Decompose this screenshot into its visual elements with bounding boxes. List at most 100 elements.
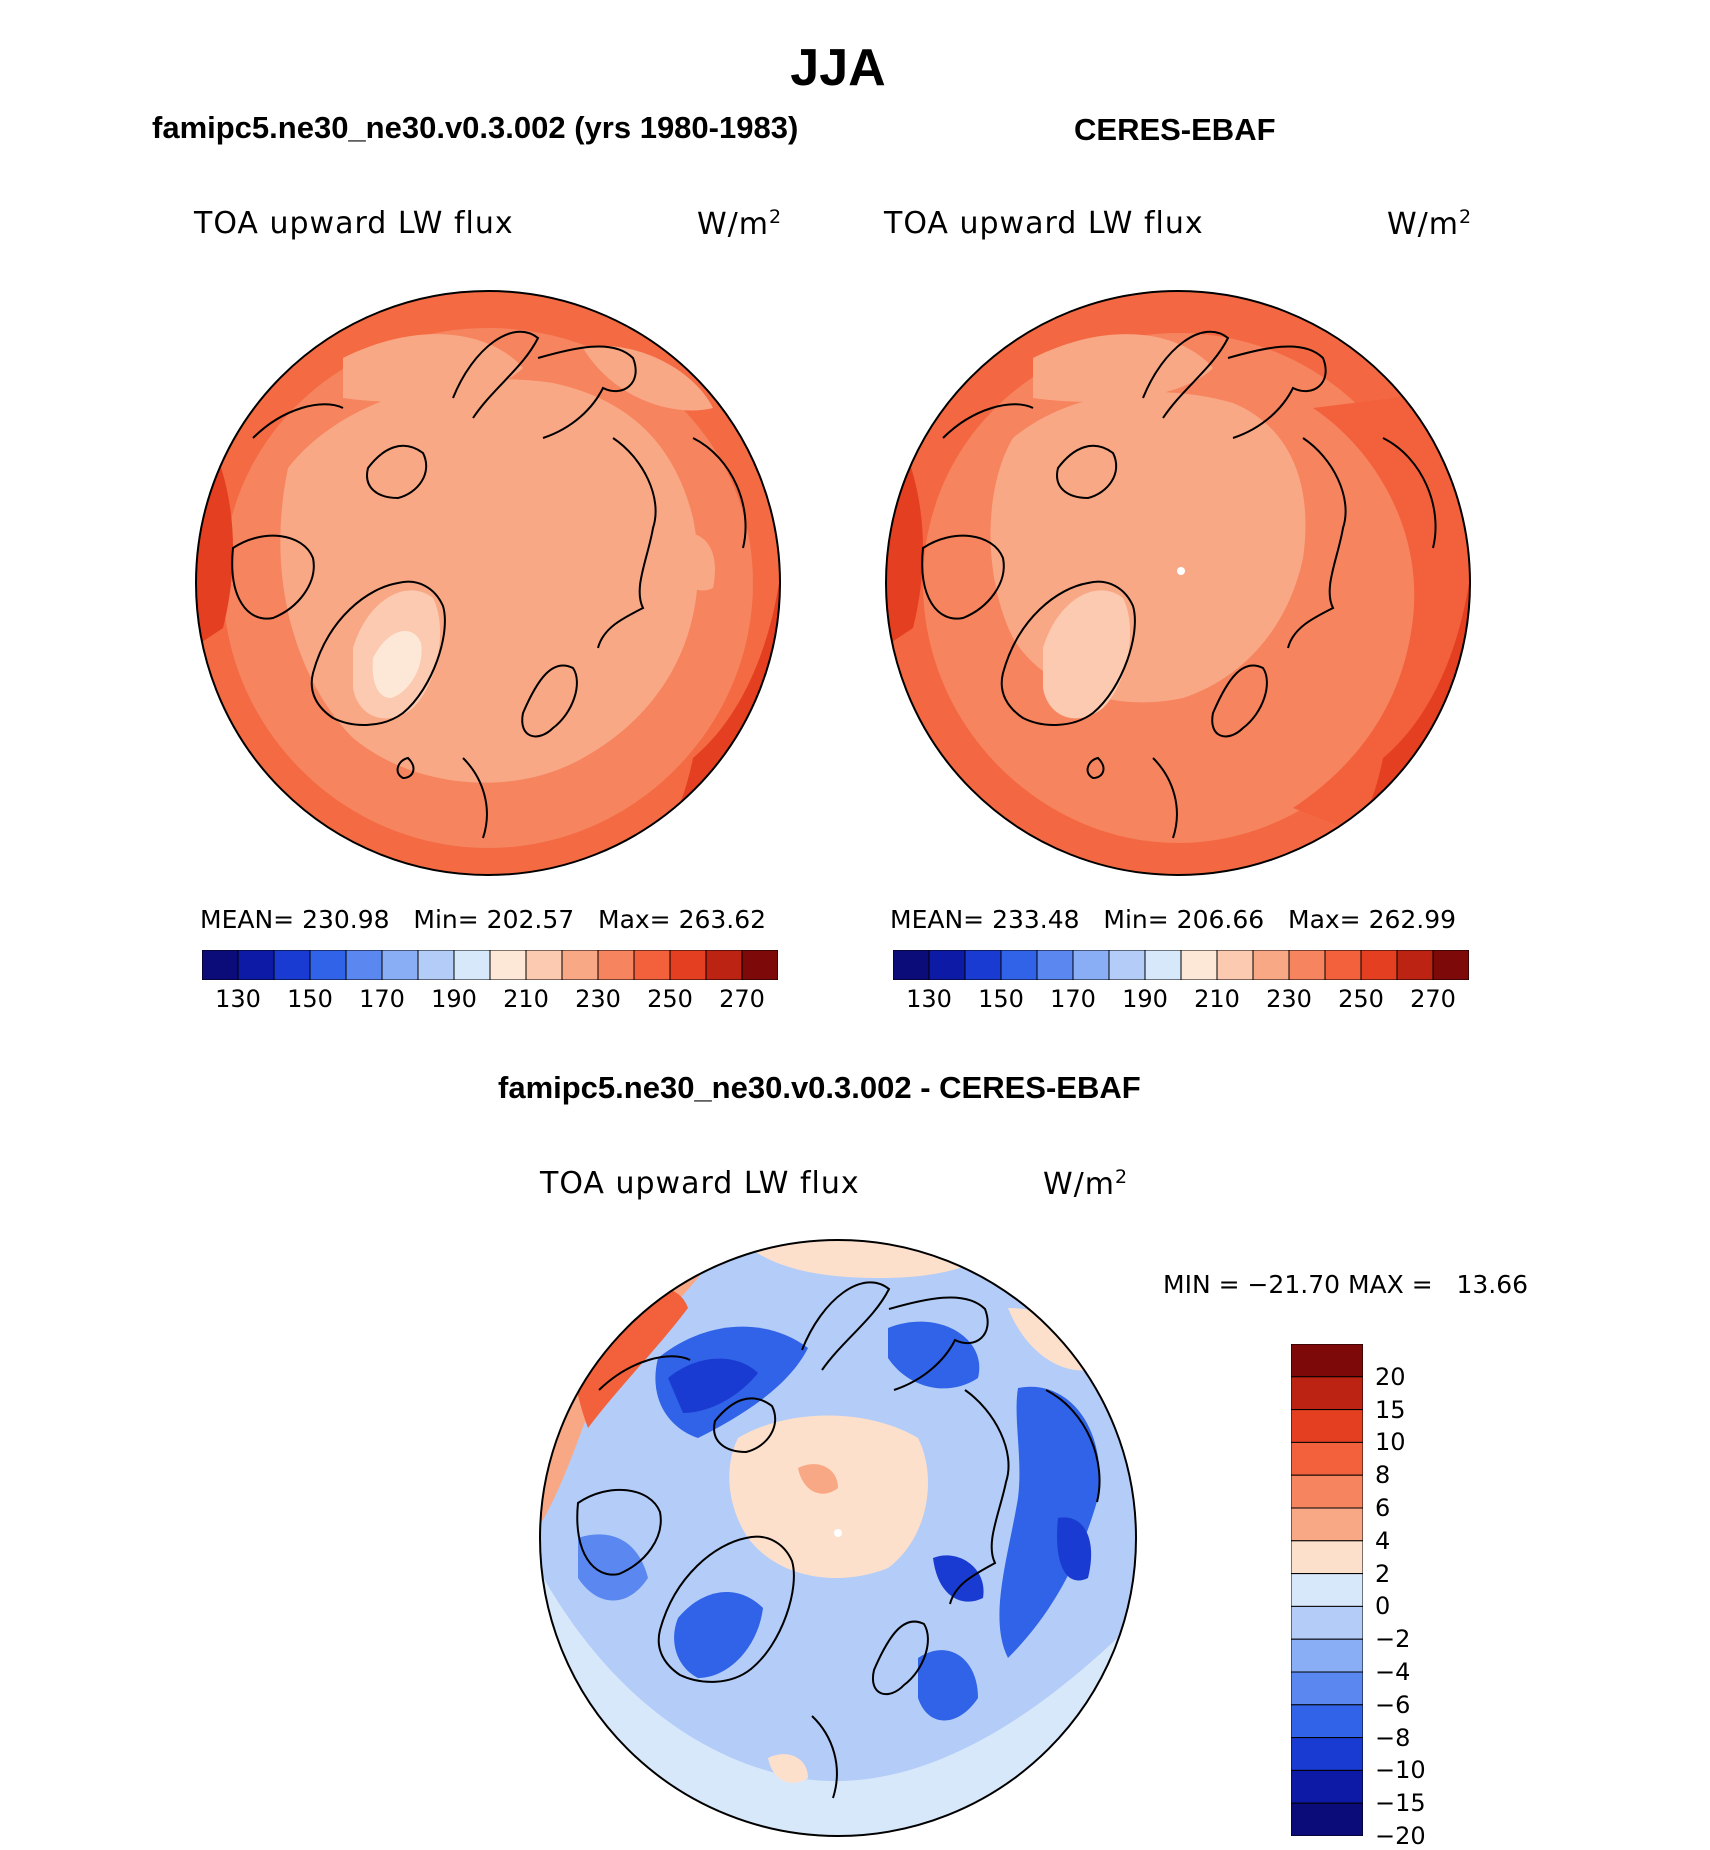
colorbar-segment — [1360, 950, 1398, 980]
colorbar-segment — [525, 950, 563, 980]
colorbar-segment — [1291, 1344, 1363, 1378]
polar-map-model — [195, 290, 781, 876]
colorbar-segment — [453, 950, 491, 980]
colorbar-tick-label: −4 — [1375, 1658, 1411, 1686]
colorbar-segment — [964, 950, 1002, 980]
colorbar-tick-label: 170 — [359, 985, 405, 1013]
colorbar-tick-label: 4 — [1375, 1526, 1391, 1555]
colorbar-segment — [1291, 1441, 1363, 1476]
colorbar-diff — [1291, 1344, 1363, 1836]
colorbar-tick-label: 20 — [1375, 1362, 1406, 1391]
colorbar-tick-label: −10 — [1375, 1756, 1426, 1785]
panel-obs-units: W/m2 — [1387, 206, 1473, 242]
colorbar-tick-label: −8 — [1375, 1723, 1411, 1752]
colorbar-segment — [1396, 950, 1434, 980]
panel-title-diff: famipc5.ne30_ne30.v0.3.002 - CERES-EBAF — [498, 1070, 1141, 1105]
polar-map-obs — [885, 290, 1471, 876]
colorbar-segment — [1108, 950, 1146, 980]
colorbar-segment — [1291, 1704, 1363, 1739]
colorbar-segment — [1036, 950, 1074, 980]
colorbar-segment — [1324, 950, 1362, 980]
panel-model-variable-label: TOA upward LW flux — [194, 206, 514, 241]
colorbar-segment — [417, 950, 455, 980]
colorbar-model — [202, 950, 778, 980]
colorbar-segment — [1291, 1638, 1363, 1673]
colorbar-obs-ticks: 130 150 170 190 210 230 250 270 — [893, 985, 1469, 1017]
colorbar-segment — [1291, 1573, 1363, 1607]
colorbar-tick-label: 250 — [647, 985, 693, 1013]
colorbar-segment — [1432, 950, 1469, 980]
colorbar-tick-label: −15 — [1375, 1789, 1426, 1818]
colorbar-segment — [561, 950, 599, 980]
colorbar-segment — [669, 950, 707, 980]
panel-model-stats: MEAN= 230.98 Min= 202.57 Max= 263.62 — [200, 905, 767, 934]
colorbar-segment — [309, 950, 347, 980]
colorbar-tick-label: 150 — [978, 985, 1024, 1013]
colorbar-tick-label: 170 — [1050, 985, 1096, 1013]
panel-obs-stats: MEAN= 233.48 Min= 206.66 Max= 262.99 — [890, 905, 1457, 934]
colorbar-segment — [1252, 950, 1290, 980]
colorbar-tick-label: 270 — [719, 985, 765, 1013]
colorbar-tick-label: 190 — [431, 985, 477, 1013]
colorbar-tick-label: −6 — [1375, 1690, 1411, 1719]
colorbar-tick-label: 150 — [287, 985, 333, 1013]
colorbar-tick-label: 0 — [1375, 1592, 1391, 1621]
colorbar-tick-label: 130 — [906, 985, 952, 1013]
colorbar-segment — [1291, 1376, 1363, 1411]
colorbar-segment — [1291, 1409, 1363, 1443]
colorbar-segment — [381, 950, 419, 980]
colorbar-segment — [202, 950, 239, 980]
colorbar-segment — [741, 950, 778, 980]
panel-obs-variable-label: TOA upward LW flux — [884, 206, 1204, 241]
colorbar-segment — [1291, 1540, 1363, 1575]
colorbar-segment — [1291, 1671, 1363, 1706]
panel-model-units: W/m2 — [697, 206, 783, 242]
colorbar-tick-label: 210 — [503, 985, 549, 1013]
colorbar-segment — [237, 950, 275, 980]
colorbar-tick-label: 270 — [1410, 985, 1456, 1013]
panel-diff-variable-label: TOA upward LW flux — [540, 1166, 860, 1201]
colorbar-segment — [1288, 950, 1326, 980]
colorbar-tick-label: 10 — [1375, 1428, 1406, 1457]
colorbar-tick-label: 6 — [1375, 1494, 1391, 1522]
colorbar-model-ticks: 130 150 170 190 210 230 250 270 — [202, 985, 778, 1017]
colorbar-tick-label: 230 — [575, 985, 621, 1013]
colorbar-tick-label: 2 — [1375, 1559, 1391, 1588]
panel-title-obs: CERES-EBAF — [1074, 112, 1276, 147]
colorbar-segment — [1144, 950, 1182, 980]
colorbar-segment — [928, 950, 966, 980]
colorbar-segment — [273, 950, 311, 980]
colorbar-tick-label: 190 — [1122, 985, 1168, 1013]
colorbar-segment — [1291, 1802, 1363, 1836]
colorbar-segment — [1291, 1737, 1363, 1771]
colorbar-segment — [633, 950, 671, 980]
colorbar-segment — [1291, 1769, 1363, 1804]
colorbar-tick-label: 250 — [1338, 985, 1384, 1013]
polar-map-diff — [539, 1239, 1137, 1837]
colorbar-segment — [1072, 950, 1110, 980]
colorbar-segment — [1291, 1605, 1363, 1640]
colorbar-segment — [345, 950, 383, 980]
panel-diff-units: W/m2 — [1043, 1166, 1129, 1202]
colorbar-segment — [1291, 1474, 1363, 1509]
colorbar-segment — [1180, 950, 1218, 980]
colorbar-obs — [893, 950, 1469, 980]
colorbar-segment — [705, 950, 743, 980]
colorbar-tick-label: 8 — [1375, 1461, 1391, 1490]
colorbar-segment — [1000, 950, 1038, 980]
colorbar-tick-label: 210 — [1194, 985, 1240, 1013]
colorbar-diff-ticks: 20 15 10 8 6 4 2 0 −2 −4 −6 −8 −10 −15 −20 — [1375, 1344, 1455, 1850]
colorbar-segment — [489, 950, 527, 980]
colorbar-tick-label: 130 — [215, 985, 261, 1013]
colorbar-segment — [597, 950, 635, 980]
colorbar-tick-label: −2 — [1375, 1625, 1411, 1654]
colorbar-tick-label: 15 — [1375, 1395, 1406, 1424]
colorbar-segment — [893, 950, 930, 980]
colorbar-tick-label: −20 — [1375, 1822, 1426, 1850]
panel-diff-range: MIN = −21.70 MAX = 13.66 — [1163, 1270, 1529, 1299]
colorbar-segment — [1291, 1507, 1363, 1542]
figure-title: JJA — [790, 39, 886, 97]
panel-title-model: famipc5.ne30_ne30.v0.3.002 (yrs 1980-198… — [152, 110, 799, 145]
colorbar-segment — [1216, 950, 1254, 980]
colorbar-tick-label: 230 — [1266, 985, 1312, 1013]
